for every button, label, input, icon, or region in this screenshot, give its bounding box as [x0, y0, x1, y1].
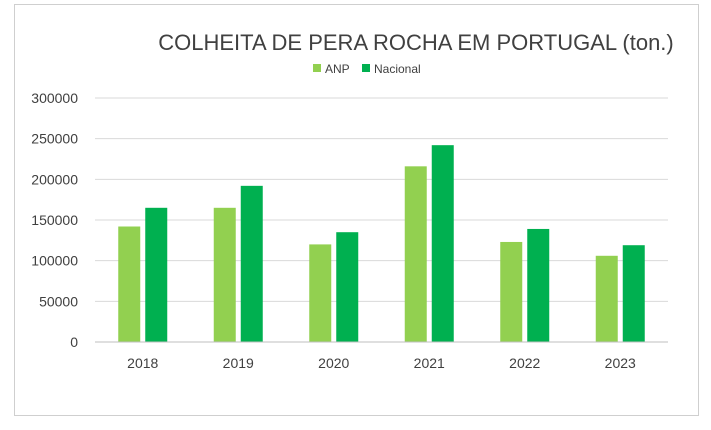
bar-nacional-2020 [336, 232, 359, 342]
y-tick-label: 0 [70, 334, 78, 350]
chart-frame [14, 4, 699, 416]
y-tick-label: 200000 [31, 171, 78, 187]
bar-nacional-2018 [145, 207, 168, 342]
x-tick-label-2023: 2023 [605, 355, 636, 371]
legend-label-anp: ANP [325, 62, 350, 76]
bar-nacional-2019 [240, 185, 263, 342]
chart-title: COLHEITA DE PERA ROCHA EM PORTUGAL (ton.… [158, 30, 674, 55]
legend-swatch-nacional [362, 64, 370, 72]
y-axis-tick-labels: 0 50000 100000 150000 200000 250000 300000 [31, 90, 78, 350]
bar-anp-2018 [118, 226, 141, 342]
legend-item-nacional: Nacional [362, 62, 421, 76]
legend-label-nacional: Nacional [374, 62, 421, 76]
x-tick-label-2018: 2018 [127, 355, 158, 371]
bar-nacional-2023 [622, 245, 645, 342]
legend: ANP Nacional [313, 62, 421, 76]
x-axis-tick-labels: 2018 2019 2020 2021 2022 2023 [127, 355, 636, 371]
gridlines [95, 97, 668, 302]
bar-anp-2020 [309, 244, 332, 342]
bar-anp-2021 [404, 166, 427, 342]
bars [118, 145, 645, 342]
bar-nacional-2021 [431, 145, 454, 342]
y-tick-label: 250000 [31, 131, 78, 147]
y-tick-label: 50000 [39, 293, 78, 309]
y-tick-label: 150000 [31, 212, 78, 228]
x-tick-label-2022: 2022 [509, 355, 540, 371]
x-tick-label-2021: 2021 [414, 355, 445, 371]
y-tick-label: 300000 [31, 90, 78, 106]
x-tick-label-2019: 2019 [223, 355, 254, 371]
x-tick-label-2020: 2020 [318, 355, 349, 371]
bar-anp-2019 [213, 207, 236, 342]
legend-swatch-anp [313, 64, 321, 72]
bar-anp-2022 [500, 241, 523, 342]
bar-anp-2023 [595, 255, 618, 342]
bar-nacional-2022 [527, 228, 550, 342]
y-tick-label: 100000 [31, 253, 78, 269]
legend-item-anp: ANP [313, 62, 350, 76]
